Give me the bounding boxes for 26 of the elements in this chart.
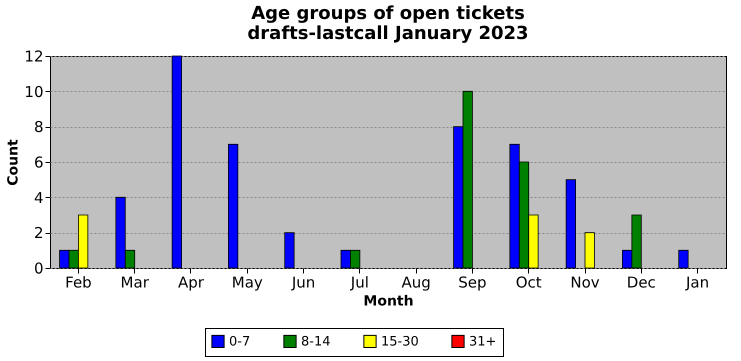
x-tick-label: Mar (120, 274, 150, 292)
y-tick-label: 2 (34, 224, 44, 242)
x-tick-label: Aug (401, 274, 431, 292)
x-tick-label: Oct (516, 274, 542, 292)
y-tick-label: 6 (34, 154, 44, 172)
x-tick-label: Nov (570, 274, 600, 292)
x-tick-label: Feb (65, 274, 92, 292)
x-tick-label: May (232, 274, 263, 292)
y-tick-label: 10 (24, 82, 44, 101)
legend-label: 0-7 (229, 334, 250, 350)
x-axis-title: Month (363, 294, 414, 310)
y-tick-label: 8 (34, 118, 44, 136)
x-tick-label: Sep (458, 274, 487, 292)
y-tick-label: 4 (34, 188, 44, 207)
x-tick-label: Apr (178, 274, 205, 292)
legend-label: 8-14 (301, 334, 331, 350)
y-tick-label: 12 (24, 48, 44, 66)
legend-label: 15-30 (381, 334, 419, 350)
legend-label: 31+ (469, 334, 496, 350)
x-tick-label: Jul (350, 274, 369, 292)
x-tick-label: Dec (626, 274, 656, 292)
x-tick-label: Jun (290, 274, 316, 292)
y-axis-title: Count (5, 138, 22, 186)
x-tick-label: Jan (685, 274, 710, 292)
chart-title: Age groups of open tickets drafts-lastcall January 2023 (247, 3, 529, 44)
y-tick-label: 0 (34, 260, 44, 278)
